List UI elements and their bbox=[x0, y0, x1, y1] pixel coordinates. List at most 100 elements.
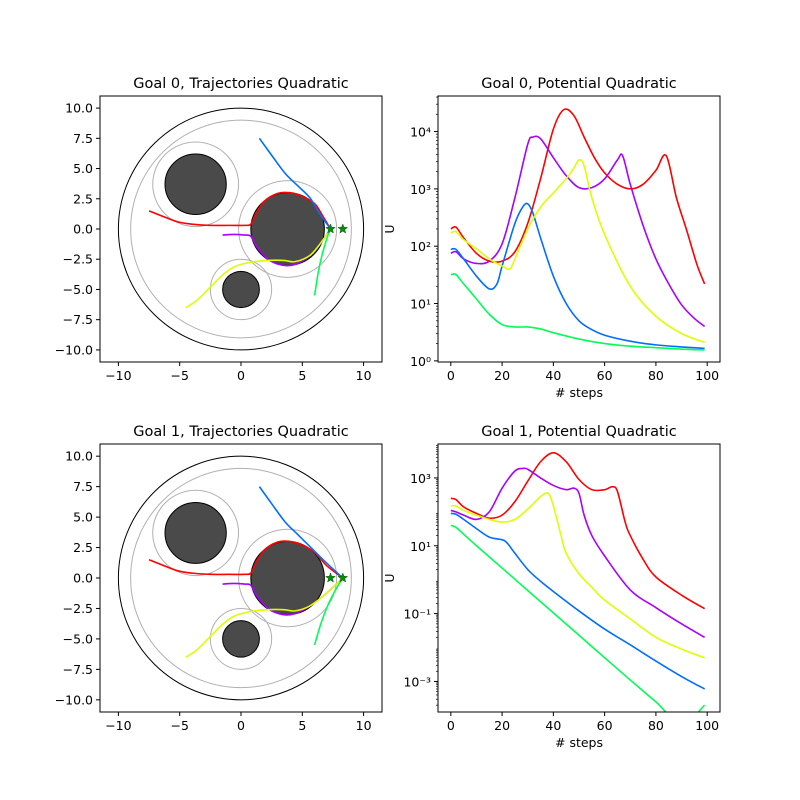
x-tick-label: 0 bbox=[237, 368, 245, 383]
y-tick-label: 7.5 bbox=[73, 479, 93, 494]
y-tick-label: 10⁰ bbox=[410, 354, 431, 369]
x-tick-label: 5 bbox=[298, 368, 306, 383]
potential-line bbox=[450, 202, 705, 350]
boundary-circle bbox=[117, 455, 365, 701]
y-tick-label: −2.5 bbox=[63, 601, 93, 616]
plot-area bbox=[117, 107, 365, 351]
axes-frame bbox=[437, 443, 721, 713]
x-tick-label: 100 bbox=[695, 718, 719, 733]
y-tick-label: −2.5 bbox=[63, 252, 93, 267]
x-tick-label: 20 bbox=[494, 718, 510, 733]
y-tick-label: 10³ bbox=[410, 471, 431, 486]
chart-title: Goal 1, Trajectories Quadratic bbox=[133, 424, 348, 440]
potential-line bbox=[450, 452, 706, 610]
x-tick-label: 0 bbox=[237, 718, 245, 733]
x-tick-label: −10 bbox=[105, 718, 131, 733]
y-tick-label: −7.5 bbox=[63, 312, 93, 327]
x-tick-label: 5 bbox=[298, 718, 306, 733]
trajectory-line bbox=[258, 137, 332, 230]
obstacle-influence-circle bbox=[238, 180, 338, 278]
trajectory-line bbox=[258, 486, 344, 579]
x-axis-label: # steps bbox=[555, 735, 603, 750]
x-tick-label: 20 bbox=[494, 368, 510, 383]
y-tick-label: −7.5 bbox=[63, 662, 93, 677]
x-tick-label: 0 bbox=[447, 368, 455, 383]
chart-title: Goal 1, Potential Quadratic bbox=[481, 424, 676, 440]
y-tick-label: −10.0 bbox=[55, 692, 93, 707]
trajectory-line bbox=[313, 228, 332, 296]
chart-title: Goal 0, Potential Quadratic bbox=[481, 76, 676, 92]
y-tick-label: −10.0 bbox=[55, 342, 93, 357]
y-tick-label: 10¹ bbox=[410, 539, 431, 554]
y-tick-label: −5.0 bbox=[63, 631, 93, 646]
trajectory-line bbox=[185, 577, 344, 658]
x-axis-label: # steps bbox=[555, 385, 603, 400]
plot-area bbox=[117, 455, 365, 701]
trajectory-line bbox=[185, 228, 332, 309]
x-tick-label: 10 bbox=[356, 368, 372, 383]
x-tick-label: 40 bbox=[545, 368, 561, 383]
obstacle-influence-circle bbox=[238, 528, 338, 628]
boundary-influence-circle bbox=[130, 119, 352, 339]
x-tick-label: 80 bbox=[648, 718, 664, 733]
trajectory-line bbox=[148, 191, 332, 230]
goal-star-marker bbox=[325, 223, 336, 234]
obstacle-influence-circle bbox=[209, 258, 273, 321]
obstacle bbox=[222, 620, 260, 658]
y-tick-label: 10² bbox=[410, 239, 431, 254]
potential-line bbox=[450, 273, 705, 351]
boundary-influence-circle bbox=[130, 467, 352, 689]
y-tick-label: 10⁻³ bbox=[403, 674, 431, 689]
obstacle bbox=[164, 153, 227, 215]
x-tick-label: 40 bbox=[545, 718, 561, 733]
potential-line bbox=[450, 492, 705, 659]
obstacle-influence-circle bbox=[152, 141, 240, 228]
y-tick-label: 10⁴ bbox=[410, 125, 431, 140]
trajectory-panel: −10 −5 0 5 10 −10.0 −7.5 −5.0 −2.5 0.0 2.5 5.0 7.5 10… bbox=[55, 76, 383, 383]
y-tick-label: 7.5 bbox=[73, 131, 93, 146]
y-tick-label: 10.0 bbox=[65, 101, 93, 116]
potential-line bbox=[450, 135, 706, 327]
x-tick-label: 60 bbox=[597, 718, 613, 733]
obstacle-influence-circle bbox=[152, 489, 240, 577]
potential-line bbox=[450, 159, 705, 344]
x-tick-label: 0 bbox=[447, 718, 455, 733]
x-tick-label: 10 bbox=[356, 718, 372, 733]
y-tick-label: 5.0 bbox=[73, 510, 93, 525]
goal-star-marker bbox=[325, 572, 336, 583]
y-axis-label: U bbox=[382, 224, 397, 233]
potential-line bbox=[450, 524, 706, 712]
trajectory-panel: −10 −5 0 5 10 −10.0 −7.5 −5.0 −2.5 0.0 2.5 5.0 7.5 10… bbox=[55, 424, 383, 733]
plot-area bbox=[450, 108, 706, 351]
obstacle bbox=[164, 501, 227, 564]
y-tick-label: 10.0 bbox=[65, 449, 93, 464]
potential-panel: 0 20 40 60 80 100 10⁻³ 10⁻¹ 10¹ 10³ Goal 1, Potent… bbox=[382, 424, 721, 750]
chart-title: Goal 0, Trajectories Quadratic bbox=[133, 76, 348, 92]
x-tick-label: −10 bbox=[105, 368, 131, 383]
x-tick-label: −5 bbox=[170, 368, 188, 383]
axes-frame bbox=[437, 95, 721, 363]
potential-line bbox=[450, 512, 706, 690]
boundary-circle bbox=[117, 107, 365, 351]
potential-panel: 0 20 40 60 80 100 10⁰ 10¹ 10² 10³ 10⁴ Goal 0, Poten… bbox=[382, 76, 721, 400]
y-tick-label: 2.5 bbox=[73, 191, 93, 206]
plot-area bbox=[450, 452, 706, 712]
goal-star-marker bbox=[337, 572, 349, 583]
x-tick-label: 80 bbox=[648, 368, 664, 383]
obstacle-influence-circle bbox=[209, 607, 273, 670]
y-tick-label: 0.0 bbox=[73, 222, 93, 237]
y-tick-label: −5.0 bbox=[63, 282, 93, 297]
y-tick-label: 10³ bbox=[410, 182, 431, 197]
x-tick-label: 100 bbox=[695, 368, 719, 383]
y-tick-label: 10¹ bbox=[410, 297, 431, 312]
x-tick-label: −5 bbox=[170, 718, 188, 733]
y-tick-label: 2.5 bbox=[73, 540, 93, 555]
obstacle bbox=[222, 270, 260, 309]
goal-star-marker bbox=[337, 223, 349, 234]
y-tick-label: 10⁻¹ bbox=[403, 607, 431, 622]
potential-line bbox=[450, 108, 706, 285]
y-tick-label: 0.0 bbox=[73, 571, 93, 586]
y-tick-label: 5.0 bbox=[73, 161, 93, 176]
y-axis-label: U bbox=[382, 573, 397, 582]
